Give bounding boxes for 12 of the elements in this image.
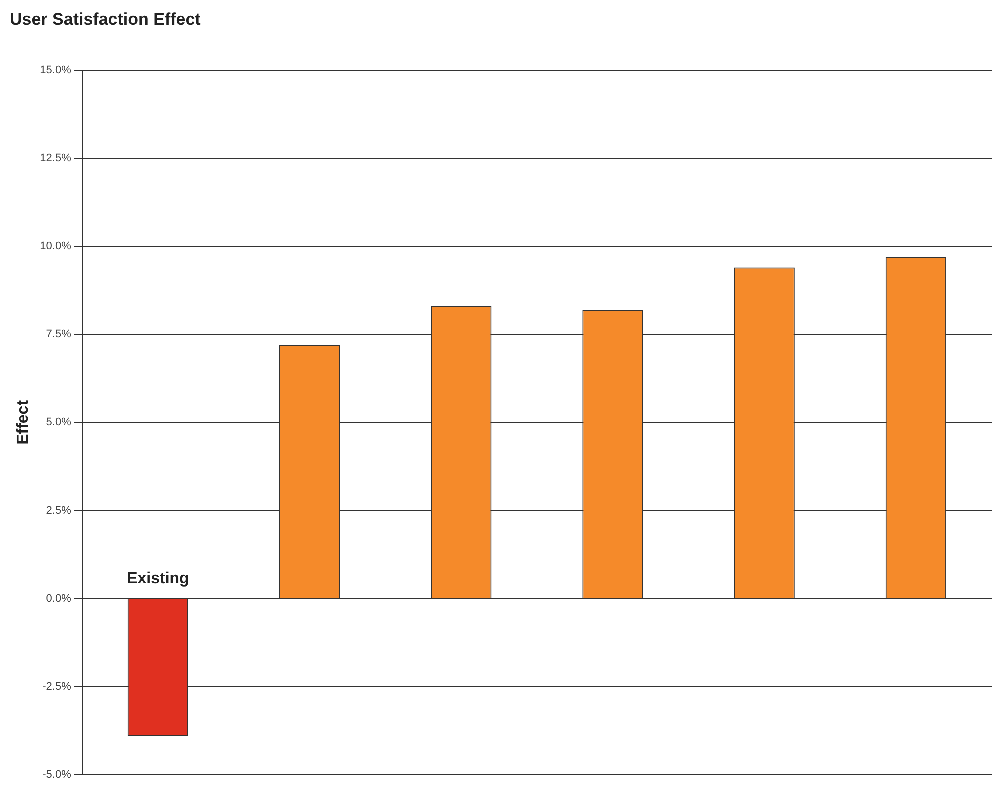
x-tick-label: Existing (127, 570, 190, 588)
y-tick-label: 5.0% (46, 416, 72, 429)
y-tick-label: 12.5% (40, 152, 72, 165)
y-tick-label: 2.5% (46, 504, 72, 517)
y-tick-label: 15.0% (40, 64, 72, 76)
chart-title: User Satisfaction Effect (10, 10, 202, 29)
y-tick-label: -5.0% (42, 769, 72, 782)
y-tick-label: 10.0% (40, 240, 72, 253)
y-tick-label: 0.0% (46, 592, 72, 605)
y-axis-title: Effect (15, 400, 32, 445)
y-tick-label: -2.5% (42, 680, 72, 693)
y-tick-label: 7.5% (46, 328, 72, 341)
